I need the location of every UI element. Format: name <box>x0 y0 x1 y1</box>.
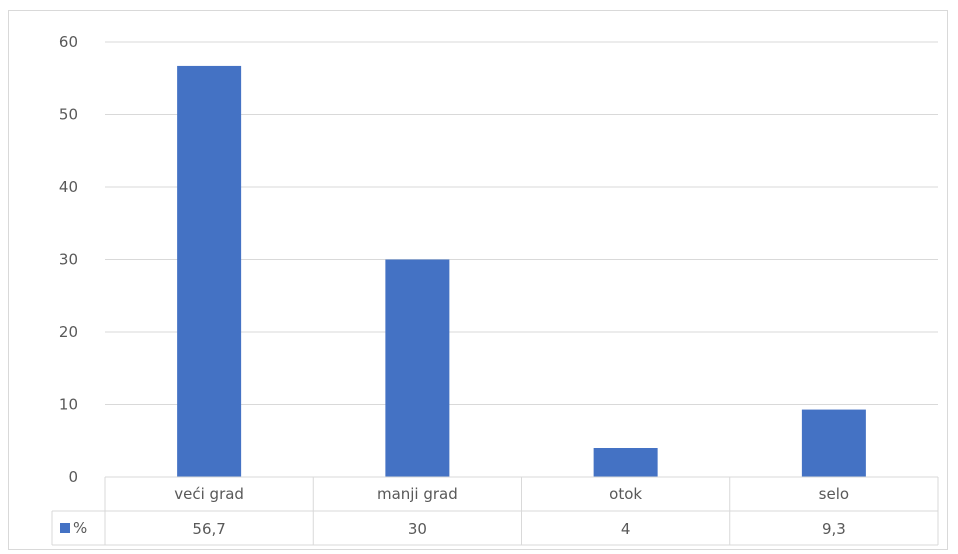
category-label: manji grad <box>377 485 458 503</box>
legend-swatch <box>60 523 70 533</box>
category-label: veći grad <box>174 485 244 503</box>
y-tick-label: 10 <box>59 396 78 414</box>
data-label: 30 <box>408 520 427 538</box>
bar <box>385 259 450 477</box>
y-tick-label: 30 <box>59 251 78 269</box>
data-label: 9,3 <box>822 520 846 538</box>
data-label: 56,7 <box>192 520 225 538</box>
bar <box>801 409 866 477</box>
y-tick-label: 0 <box>68 468 78 486</box>
bar <box>593 448 658 477</box>
y-tick-label: 60 <box>59 33 78 51</box>
data-label: 4 <box>621 520 631 538</box>
category-label: otok <box>609 485 642 503</box>
y-tick-label: 50 <box>59 106 78 124</box>
y-tick-label: 40 <box>59 178 78 196</box>
bar <box>177 65 242 478</box>
category-label: selo <box>819 485 849 503</box>
y-tick-label: 20 <box>59 323 78 341</box>
legend-label: % <box>73 519 87 537</box>
chart-frame <box>8 10 948 550</box>
